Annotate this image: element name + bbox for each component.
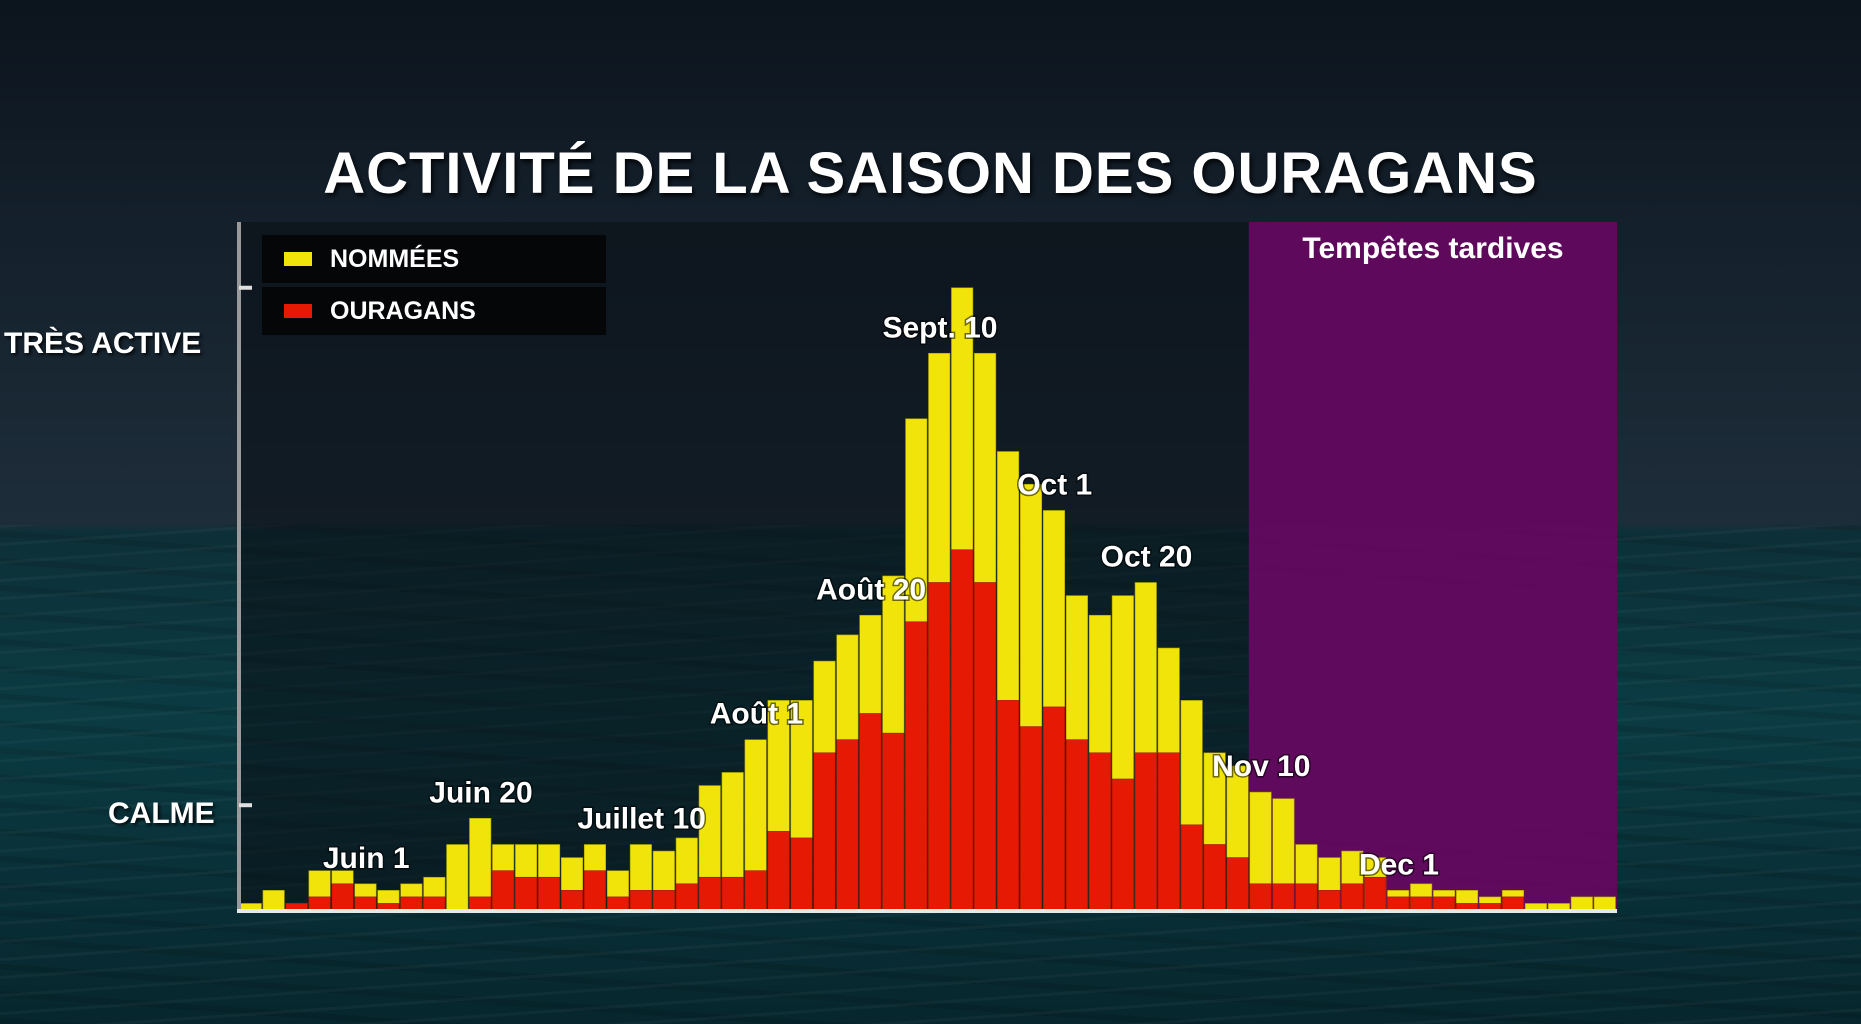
- bar-hurricanes-7: [400, 896, 423, 911]
- bar-hurricanes-36: [1065, 739, 1088, 911]
- bar-hurricanes-5: [354, 896, 377, 911]
- bar-hurricanes-32: [974, 582, 997, 911]
- legend-swatch-hurricanes: [284, 304, 312, 318]
- date-label-5: Sept. 10: [882, 311, 997, 344]
- bar-hurricanes-13: [538, 876, 561, 911]
- bar-hurricanes-23: [767, 831, 790, 911]
- bar-named-1: [262, 890, 285, 911]
- bar-hurricanes-51: [1410, 896, 1433, 911]
- chart-title: ACTIVITÉ DE LA SAISON DES OURAGANS: [323, 141, 1538, 206]
- y-label-very-active: TRÈS ACTIVE: [4, 327, 202, 360]
- date-label-8: Nov 10: [1212, 750, 1310, 783]
- bar-hurricanes-48: [1341, 883, 1364, 911]
- bar-hurricanes-35: [1042, 706, 1066, 911]
- legend: NOMMÉES OURAGANS: [262, 235, 606, 339]
- bar-hurricanes-27: [859, 713, 882, 911]
- bar-hurricanes-18: [652, 890, 675, 911]
- bar-hurricanes-21: [721, 876, 744, 911]
- bar-hurricanes-52: [1433, 896, 1456, 911]
- bar-hurricanes-40: [1157, 752, 1180, 911]
- date-label-7: Oct 20: [1101, 541, 1193, 574]
- bar-named-58: [1570, 896, 1593, 911]
- bar-hurricanes-31: [951, 549, 974, 911]
- bar-hurricanes-25: [813, 752, 836, 911]
- date-label-4: Août 20: [816, 573, 926, 606]
- bar-hurricanes-38: [1111, 778, 1134, 911]
- bar-hurricanes-11: [492, 870, 515, 911]
- late-season-label: Tempêtes tardives: [1302, 232, 1564, 265]
- bar-hurricanes-34: [1019, 726, 1043, 911]
- bar-hurricanes-46: [1295, 883, 1318, 911]
- bar-hurricanes-28: [882, 732, 905, 911]
- bar-hurricanes-14: [560, 890, 584, 911]
- legend-label-named: NOMMÉES: [330, 244, 460, 273]
- legend-item-named: NOMMÉES: [262, 235, 606, 283]
- bar-hurricanes-29: [905, 621, 928, 911]
- bar-hurricanes-43: [1226, 857, 1249, 911]
- bar-hurricanes-19: [675, 883, 698, 911]
- legend-swatch-named: [284, 252, 312, 266]
- bar-hurricanes-10: [469, 896, 492, 911]
- bar-hurricanes-33: [997, 700, 1020, 911]
- date-label-9: Dec 1: [1359, 848, 1439, 881]
- bar-hurricanes-45: [1272, 883, 1295, 911]
- date-label-3: Août 1: [710, 698, 803, 731]
- bar-hurricanes-12: [515, 876, 538, 911]
- bar-hurricanes-47: [1318, 890, 1341, 911]
- bar-named-10: [469, 817, 492, 911]
- date-label-6: Oct 1: [1017, 468, 1092, 501]
- late-season-region: [1248, 222, 1617, 910]
- bar-hurricanes-55: [1501, 896, 1525, 911]
- bar-hurricanes-30: [928, 582, 951, 911]
- bar-hurricanes-49: [1364, 876, 1387, 911]
- bar-hurricanes-26: [836, 739, 859, 911]
- bar-hurricanes-17: [629, 890, 652, 911]
- bar-named-9: [446, 844, 469, 911]
- bar-hurricanes-50: [1387, 896, 1410, 911]
- bar-hurricanes-4: [331, 883, 354, 911]
- bar-hurricanes-24: [790, 837, 813, 911]
- legend-label-hurricanes: OURAGANS: [330, 296, 476, 325]
- bar-hurricanes-8: [423, 896, 446, 911]
- bar-hurricanes-16: [606, 896, 629, 911]
- bar-hurricanes-42: [1203, 844, 1226, 911]
- legend-item-hurricanes: OURAGANS: [262, 287, 606, 335]
- bar-hurricanes-41: [1180, 824, 1203, 911]
- bar-hurricanes-3: [308, 896, 331, 911]
- y-label-calm: CALME: [108, 797, 215, 830]
- bar-hurricanes-44: [1249, 883, 1272, 911]
- bar-hurricanes-39: [1134, 752, 1157, 911]
- date-label-2: Juillet 10: [577, 803, 705, 836]
- bar-hurricanes-37: [1088, 752, 1111, 911]
- date-label-0: Juin 1: [323, 842, 410, 875]
- bar-named-59: [1593, 896, 1616, 911]
- bar-hurricanes-20: [698, 876, 721, 911]
- bar-hurricanes-15: [583, 870, 607, 911]
- bar-hurricanes-22: [744, 870, 767, 911]
- date-label-1: Juin 20: [429, 776, 532, 809]
